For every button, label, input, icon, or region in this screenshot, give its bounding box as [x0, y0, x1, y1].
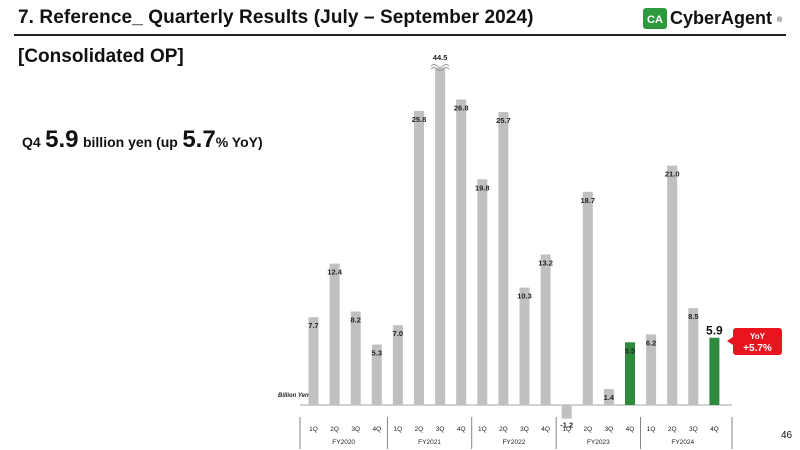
bar — [709, 337, 720, 405]
bar-value-label: 19.8 — [475, 183, 490, 192]
quarter-tick-label: 3Q — [351, 426, 360, 433]
quarter-tick-label: 2Q — [415, 426, 424, 433]
bar-value-label: 12.4 — [327, 268, 342, 277]
headline-value: 5.9 — [45, 126, 79, 153]
bar-value-label: -1.2 — [560, 421, 573, 430]
company-logo: CA CyberAgent ® — [643, 8, 793, 30]
bar — [625, 342, 635, 405]
quarter-tick-label: 3Q — [689, 426, 698, 433]
bar-value-label: 7.7 — [308, 321, 318, 330]
bar — [498, 112, 509, 406]
quarter-tick-label: 4Q — [626, 426, 635, 433]
bar-value-label: 8.5 — [688, 312, 698, 321]
quarter-tick-label: 4Q — [710, 426, 719, 433]
logo-registered-mark: ® — [777, 17, 783, 24]
fiscal-year-label: FY2021 — [418, 439, 441, 446]
section-subtitle: [Consolidated OP] — [18, 46, 184, 67]
yoy-callout-pointer — [727, 337, 733, 345]
fiscal-year-label: FY2022 — [503, 439, 526, 446]
bar — [582, 191, 593, 405]
bar-value-label: 25.8 — [412, 115, 427, 124]
headline-suffix: % YoY) — [215, 134, 263, 150]
bar — [329, 263, 340, 405]
yoy-callout-line1: YoY — [750, 332, 766, 341]
fiscal-year-label: FY2020 — [332, 439, 355, 446]
bar-value-label: 6.2 — [646, 338, 656, 347]
bar — [371, 344, 382, 405]
axis-break-mark — [430, 64, 450, 68]
bar — [477, 179, 488, 405]
unit-label: Billion Yen — [278, 393, 309, 399]
bar-value-label: 8.2 — [350, 316, 360, 325]
bar-value-label: 18.7 — [580, 196, 595, 205]
fiscal-year-label: FY2024 — [671, 439, 694, 446]
bar-value-label: 7.0 — [393, 329, 403, 338]
bar-value-label: 44.5 — [433, 53, 448, 62]
bar-value-label: 1.4 — [604, 393, 615, 402]
bar — [350, 311, 361, 405]
quarter-tick-label: 1Q — [562, 426, 571, 433]
bar — [603, 389, 614, 405]
page-number: 46 — [781, 430, 793, 441]
bar-value-label: 5.5 — [625, 346, 635, 355]
quarter-tick-label: 2Q — [330, 426, 339, 433]
slide-title: 7. Reference_ Quarterly Results (July – … — [18, 7, 534, 28]
quarter-tick-label: 4Q — [541, 426, 550, 433]
quarter-tick-label: 3Q — [605, 426, 614, 433]
bar — [456, 99, 467, 405]
cyberagent-logo-icon: CA — [643, 8, 667, 29]
quarter-tick-label: 1Q — [647, 426, 656, 433]
headline-yoy-value: 5.7 — [182, 126, 216, 153]
headline-mid: billion yen (up — [82, 134, 178, 150]
quarter-tick-label: 3Q — [436, 426, 445, 433]
bar — [646, 334, 657, 405]
axis-break-mark — [430, 67, 450, 71]
quarter-tick-label: 2Q — [668, 426, 677, 433]
yoy-callout-line2: +5.7% — [743, 343, 772, 354]
logo-text: CyberAgent — [670, 8, 773, 28]
bar — [519, 287, 530, 405]
yoy-callout-box — [733, 328, 782, 355]
bar — [540, 254, 551, 405]
quarter-tick-label: 2Q — [499, 426, 508, 433]
bar — [688, 308, 699, 405]
title-divider — [14, 34, 786, 36]
quarter-tick-label: 1Q — [309, 426, 318, 433]
headline-prefix: Q4 — [22, 134, 41, 150]
quarter-tick-label: 3Q — [520, 426, 529, 433]
bar — [414, 110, 424, 405]
bar-value-label: 5.9 — [706, 324, 723, 338]
bar-value-label: 10.3 — [517, 292, 532, 301]
quarter-tick-label: 1Q — [394, 426, 403, 433]
bar-value-label: 5.3 — [372, 349, 382, 358]
bar-value-label: 13.2 — [538, 259, 553, 268]
bar-value-label: 21.0 — [665, 170, 680, 179]
quarter-tick-label: 4Q — [457, 426, 466, 433]
logo-mark-text: CA — [647, 14, 663, 26]
bar — [435, 68, 446, 405]
fiscal-year-label: FY2023 — [587, 439, 610, 446]
bar-value-label: 26.8 — [454, 103, 469, 112]
headline-summary: Q4 5.9 billion yen (up 5.7% YoY) — [22, 126, 263, 154]
quarter-tick-label: 2Q — [583, 426, 592, 433]
quarter-tick-label: 1Q — [478, 426, 487, 433]
bar — [561, 405, 572, 419]
quarter-tick-label: 4Q — [372, 426, 381, 433]
bar — [667, 165, 678, 405]
bar-value-label: 25.7 — [496, 116, 511, 125]
bar — [392, 325, 403, 405]
bar — [308, 317, 319, 405]
